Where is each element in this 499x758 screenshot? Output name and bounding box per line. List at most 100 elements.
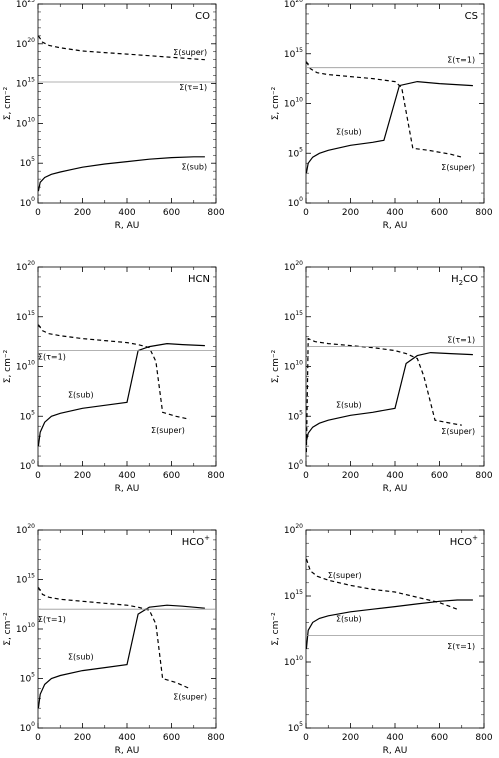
- y-tick-base: 10: [16, 0, 28, 10]
- x-tick-label: 800: [207, 208, 224, 218]
- y-tick-label: 1020: [16, 523, 35, 536]
- y-tick-label: 1015: [284, 47, 303, 60]
- x-tick-label: 800: [475, 471, 492, 481]
- y-tick-label: 1015: [16, 310, 35, 323]
- title-part: CO: [463, 274, 478, 285]
- y-tick-base: 10: [288, 412, 300, 422]
- y-axis-label: Σ, cm⁻²: [271, 612, 281, 646]
- y-tick-exp: 0: [31, 721, 35, 728]
- y-tick-base: 10: [16, 363, 28, 373]
- y-axis-label: Σ, cm⁻²: [3, 349, 13, 383]
- y-tick-exp: 15: [27, 77, 35, 84]
- x-tick-label: 400: [118, 733, 135, 743]
- series-annotation: Σ(τ=1): [447, 642, 475, 651]
- y-tick-base: 10: [16, 119, 28, 129]
- y-tick-label: 100: [20, 196, 35, 209]
- y-tick-exp: 25: [27, 0, 35, 4]
- series-annotation: Σ(super): [441, 427, 475, 436]
- plot-frame: [37, 3, 217, 204]
- chart-panel: 0 200 400 600 800100105101010151020Σ(τ=1)Σ(s…: [271, 0, 493, 231]
- chart-panel: 0 200 400 600 8001001051010101510201025Σ(sup…: [3, 0, 225, 231]
- y-tick-label: 1010: [16, 360, 35, 373]
- y-tick-exp: 10: [27, 116, 35, 123]
- x-tick-label: 200: [74, 733, 91, 743]
- x-tick-label: 600: [163, 471, 180, 481]
- x-tick-label: 200: [342, 733, 359, 743]
- y-tick-base: 10: [20, 412, 32, 422]
- y-tick-base: 10: [284, 313, 296, 323]
- y-tick-exp: 20: [27, 523, 35, 530]
- y-tick-exp: 0: [31, 459, 35, 466]
- y-tick-exp: 0: [31, 196, 35, 203]
- plot-frame: [305, 529, 485, 729]
- chart-title: HCO+: [182, 534, 210, 548]
- series-line: [305, 80, 473, 174]
- x-tick-label: 200: [342, 208, 359, 218]
- y-tick-label: 1020: [16, 37, 35, 50]
- series-annotation: Σ(super): [328, 571, 362, 580]
- y-tick-label: 105: [288, 409, 303, 422]
- y-tick-label: 105: [20, 409, 35, 422]
- x-tick-label: 600: [163, 733, 180, 743]
- y-tick-label: 100: [20, 459, 35, 472]
- series-line: [37, 342, 205, 447]
- y-tick-base: 10: [288, 724, 300, 734]
- y-tick-exp: 10: [27, 622, 35, 629]
- y-tick-label: 1020: [16, 260, 35, 273]
- series-line: [37, 35, 205, 61]
- x-tick-label: 600: [163, 208, 180, 218]
- y-tick-label: 100: [288, 196, 303, 209]
- title-part: HCO: [182, 537, 205, 548]
- y-tick-base: 10: [284, 592, 296, 602]
- x-tick-label: 400: [118, 208, 135, 218]
- title-part: H: [451, 274, 459, 285]
- y-tick-base: 10: [284, 100, 296, 110]
- x-axis-label: R, AU: [115, 221, 140, 231]
- x-tick-label: 800: [475, 733, 492, 743]
- chart-panel: 0 200 400 600 800100105101010151020Σ(τ=1)Σ(s…: [3, 523, 225, 756]
- x-tick-label: 0: [303, 733, 309, 743]
- y-tick-label: 1010: [16, 116, 35, 129]
- series-line: [37, 156, 205, 192]
- y-tick-base: 10: [16, 40, 28, 50]
- y-tick-label: 1010: [284, 360, 303, 373]
- y-tick-base: 10: [284, 658, 296, 668]
- y-axis-label: Σ, cm⁻²: [271, 349, 281, 383]
- series-annotation: Σ(super): [173, 692, 207, 701]
- y-tick-base: 10: [16, 576, 28, 586]
- series-annotation: Σ(sub): [181, 162, 207, 171]
- y-tick-base: 10: [284, 50, 296, 60]
- y-tick-exp: 15: [295, 47, 303, 54]
- chart-panel: 0 200 400 600 800100105101010151020Σ(τ=1)Σ(s…: [3, 260, 225, 494]
- x-axis-label: R, AU: [383, 746, 408, 756]
- y-tick-base: 10: [16, 313, 28, 323]
- y-tick-exp: 10: [27, 360, 35, 367]
- series-annotation: Σ(τ=1): [179, 83, 207, 92]
- y-tick-exp: 0: [299, 196, 303, 203]
- y-tick-label: 1010: [284, 655, 303, 668]
- y-tick-label: 1020: [284, 523, 303, 536]
- y-tick-label: 100: [20, 721, 35, 734]
- x-tick-label: 400: [118, 471, 135, 481]
- y-axis-label: Σ, cm⁻²: [271, 86, 281, 120]
- series-line: [305, 351, 473, 442]
- chart-panel: 0 200 400 600 800105101010151020Σ(super)Σ(su…: [271, 523, 493, 756]
- x-axis-label: R, AU: [383, 484, 408, 494]
- title-sup: +: [204, 534, 210, 542]
- chart-title: CO: [195, 11, 210, 22]
- y-tick-exp: 10: [295, 97, 303, 104]
- y-tick-exp: 20: [27, 37, 35, 44]
- y-tick-label: 1015: [16, 573, 35, 586]
- y-tick-exp: 5: [31, 672, 35, 679]
- y-axis-label: Σ, cm⁻²: [3, 86, 13, 120]
- y-tick-label: 100: [288, 459, 303, 472]
- y-tick-exp: 5: [31, 156, 35, 163]
- x-tick-label: 200: [74, 208, 91, 218]
- title-sup: +: [472, 534, 478, 542]
- y-tick-label: 105: [20, 672, 35, 685]
- x-tick-label: 200: [342, 471, 359, 481]
- plot-frame: [305, 3, 485, 204]
- plot-frame: [37, 266, 217, 467]
- x-tick-label: 600: [431, 471, 448, 481]
